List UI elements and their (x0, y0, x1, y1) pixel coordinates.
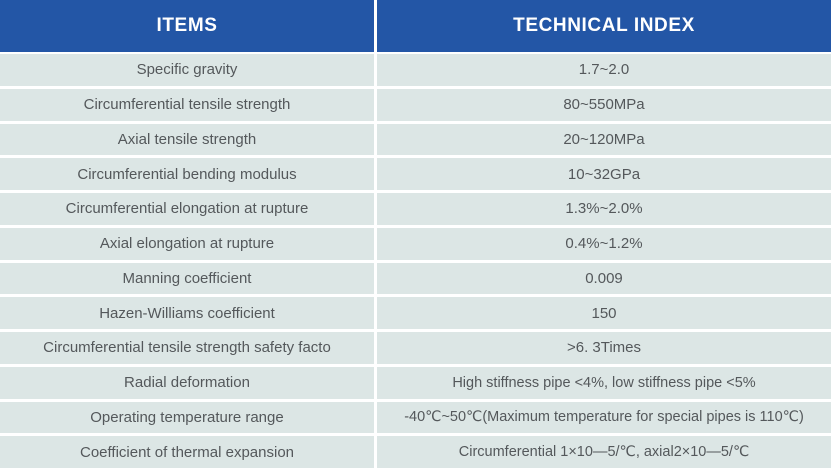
table-row: Manning coefficient 0.009 (0, 262, 831, 295)
table-row: Coefficient of thermal expansion Circumf… (0, 436, 831, 468)
table-row: Axial tensile strength 20~120MPa (0, 123, 831, 156)
value-cell: 1.3%~2.0% (377, 193, 831, 225)
table-row: Circumferential tensile strength safety … (0, 332, 831, 364)
item-cell: Axial tensile strength (0, 123, 374, 156)
table-row: Hazen-Williams coefficient 150 (0, 297, 831, 329)
column-divider (374, 123, 377, 156)
item-cell: Circumferential elongation at rupture (0, 193, 374, 225)
item-cell: Circumferential tensile strength safety … (0, 332, 374, 364)
table-row: Operating temperature range -40℃~50℃(Max… (0, 401, 831, 434)
value-cell: 20~120MPa (377, 123, 831, 156)
column-divider (374, 297, 377, 329)
column-divider (374, 366, 377, 399)
technical-index-column-header: TECHNICAL INDEX (377, 0, 831, 52)
item-cell: Coefficient of thermal expansion (0, 436, 374, 468)
item-cell: Radial deformation (0, 366, 374, 399)
value-cell: 80~550MPa (377, 88, 831, 121)
value-cell: 10~32GPa (377, 158, 831, 190)
item-cell: Axial elongation at rupture (0, 227, 374, 260)
item-cell: Specific gravity (0, 54, 374, 86)
value-cell: -40℃~50℃(Maximum temperature for special… (377, 401, 831, 434)
table-row: Axial elongation at rupture 0.4%~1.2% (0, 227, 831, 260)
value-cell: >6. 3Times (377, 332, 831, 364)
column-divider (374, 262, 377, 295)
column-divider (374, 401, 377, 434)
table-row: Circumferential elongation at rupture 1.… (0, 193, 831, 225)
item-cell: Operating temperature range (0, 401, 374, 434)
value-cell: High stiffness pipe <4%, low stiffness p… (377, 366, 831, 399)
table-row: Specific gravity 1.7~2.0 (0, 54, 831, 86)
value-cell: 0.009 (377, 262, 831, 295)
table-row: Circumferential tensile strength 80~550M… (0, 88, 831, 121)
items-column-header: ITEMS (0, 0, 374, 52)
item-cell: Circumferential tensile strength (0, 88, 374, 121)
item-cell: Manning coefficient (0, 262, 374, 295)
table-row: Circumferential bending modulus 10~32GPa (0, 158, 831, 190)
column-divider (374, 0, 377, 52)
column-divider (374, 436, 377, 468)
column-divider (374, 54, 377, 86)
value-cell: Circumferential 1×10—5/℃, axial2×10—5/℃ (377, 436, 831, 468)
column-divider (374, 193, 377, 225)
column-divider (374, 332, 377, 364)
column-divider (374, 227, 377, 260)
value-cell: 0.4%~1.2% (377, 227, 831, 260)
column-divider (374, 158, 377, 190)
table-header-row: ITEMS TECHNICAL INDEX (0, 0, 831, 52)
table-row: Radial deformation High stiffness pipe <… (0, 366, 831, 399)
item-cell: Hazen-Williams coefficient (0, 297, 374, 329)
item-cell: Circumferential bending modulus (0, 158, 374, 190)
value-cell: 1.7~2.0 (377, 54, 831, 86)
table-body: Specific gravity 1.7~2.0 Circumferential… (0, 54, 831, 468)
column-divider (374, 88, 377, 121)
value-cell: 150 (377, 297, 831, 329)
